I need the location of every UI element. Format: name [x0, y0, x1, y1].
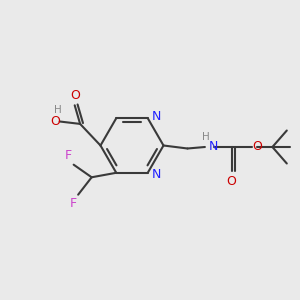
Text: N: N: [209, 140, 218, 154]
Text: O: O: [252, 140, 262, 154]
Text: O: O: [70, 89, 80, 102]
Text: N: N: [152, 168, 161, 181]
Text: F: F: [70, 197, 77, 210]
Text: H: H: [202, 132, 210, 142]
Text: O: O: [227, 175, 236, 188]
Text: O: O: [50, 115, 60, 128]
Text: N: N: [152, 110, 161, 123]
Text: F: F: [65, 149, 72, 162]
Text: H: H: [54, 105, 62, 115]
